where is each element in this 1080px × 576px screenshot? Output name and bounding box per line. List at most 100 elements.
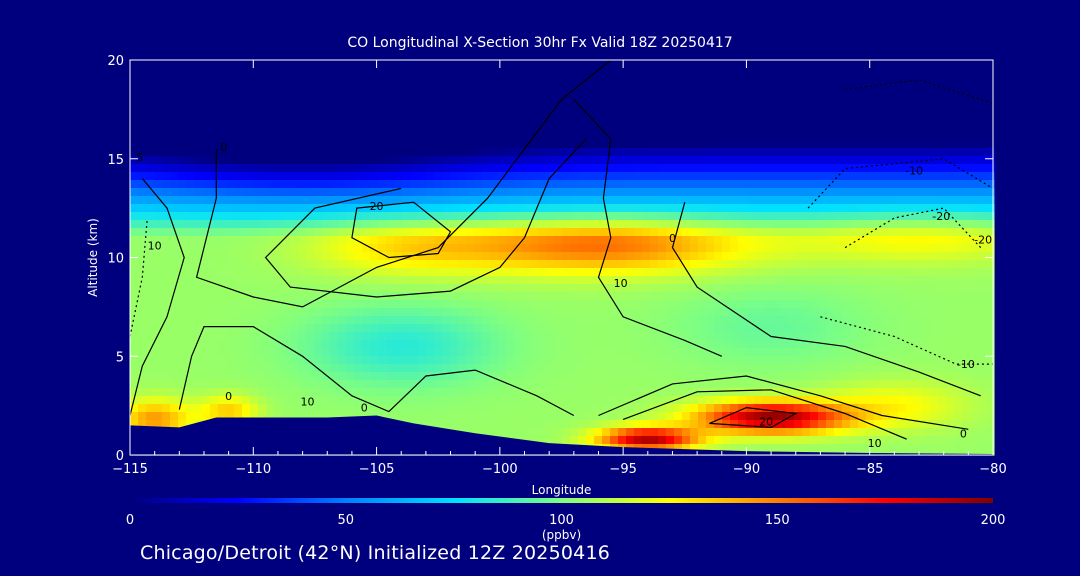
co-cell (458, 372, 467, 381)
co-cell (618, 260, 627, 269)
co-cell (674, 196, 683, 205)
co-cell (754, 116, 763, 125)
co-cell (162, 316, 171, 325)
co-cell (810, 180, 819, 189)
co-cell (722, 228, 731, 237)
co-cell (386, 116, 395, 125)
co-cell (370, 132, 379, 141)
co-cell (146, 228, 155, 237)
co-cell (138, 292, 147, 301)
co-cell (938, 396, 947, 405)
co-cell (610, 236, 619, 245)
co-cell (386, 68, 395, 77)
co-cell (914, 148, 923, 157)
co-cell (922, 236, 931, 245)
co-cell (242, 364, 251, 373)
co-cell (146, 68, 155, 77)
co-cell (218, 212, 227, 221)
co-cell (386, 356, 395, 365)
co-cell (386, 148, 395, 157)
co-cell (154, 244, 163, 253)
co-cell (730, 68, 739, 77)
co-cell (218, 84, 227, 93)
co-cell (626, 212, 635, 221)
co-cell (658, 316, 667, 325)
co-cell (834, 356, 843, 365)
co-cell (714, 340, 723, 349)
co-cell (914, 68, 923, 77)
co-cell (370, 156, 379, 165)
co-cell (978, 188, 987, 197)
co-cell (474, 188, 483, 197)
co-cell (706, 204, 715, 213)
co-cell (146, 396, 155, 405)
co-cell (226, 244, 235, 253)
co-cell (442, 372, 451, 381)
co-cell (602, 372, 611, 381)
co-cell (746, 196, 755, 205)
co-cell (450, 396, 459, 405)
co-cell (458, 252, 467, 261)
co-cell (194, 156, 203, 165)
co-cell (218, 68, 227, 77)
co-cell (394, 316, 403, 325)
co-cell (298, 348, 307, 357)
co-cell (378, 340, 387, 349)
co-cell (258, 172, 267, 181)
co-cell (282, 84, 291, 93)
co-cell (370, 84, 379, 93)
co-cell (362, 140, 371, 149)
co-cell (978, 196, 987, 205)
co-cell (706, 84, 715, 93)
co-cell (898, 340, 907, 349)
co-cell (434, 156, 443, 165)
co-cell (618, 148, 627, 157)
co-cell (698, 332, 707, 341)
co-cell (826, 156, 835, 165)
co-cell (130, 324, 139, 333)
co-cell (418, 372, 427, 381)
co-cell (698, 156, 707, 165)
co-cell (634, 404, 643, 413)
co-cell (250, 148, 259, 157)
co-cell (954, 188, 963, 197)
co-cell (322, 60, 331, 69)
co-cell (634, 292, 643, 301)
co-cell (666, 148, 675, 157)
co-cell (746, 348, 755, 357)
co-cell (138, 284, 147, 293)
co-cell (410, 356, 419, 365)
co-cell (202, 292, 211, 301)
co-cell (794, 172, 803, 181)
co-cell (226, 188, 235, 197)
co-cell (458, 324, 467, 333)
co-cell (554, 196, 563, 205)
co-cell (154, 76, 163, 85)
co-cell (666, 324, 675, 333)
co-cell (402, 108, 411, 117)
co-cell (506, 100, 515, 109)
co-cell (858, 156, 867, 165)
co-cell (330, 156, 339, 165)
co-cell (778, 100, 787, 109)
co-cell (930, 324, 939, 333)
co-cell (986, 116, 995, 125)
co-cell (858, 276, 867, 285)
co-cell (490, 148, 499, 157)
co-cell (762, 212, 771, 221)
co-cell (490, 324, 499, 333)
co-cell (954, 92, 963, 101)
co-cell (562, 412, 571, 421)
co-cell (770, 140, 779, 149)
co-cell (666, 340, 675, 349)
co-cell (730, 220, 739, 229)
co-cell (834, 164, 843, 173)
co-cell (834, 220, 843, 229)
co-cell (802, 276, 811, 285)
co-cell (634, 140, 643, 149)
co-cell (722, 260, 731, 269)
co-cell (986, 124, 995, 133)
co-cell (322, 84, 331, 93)
co-cell (658, 196, 667, 205)
co-cell (450, 124, 459, 133)
